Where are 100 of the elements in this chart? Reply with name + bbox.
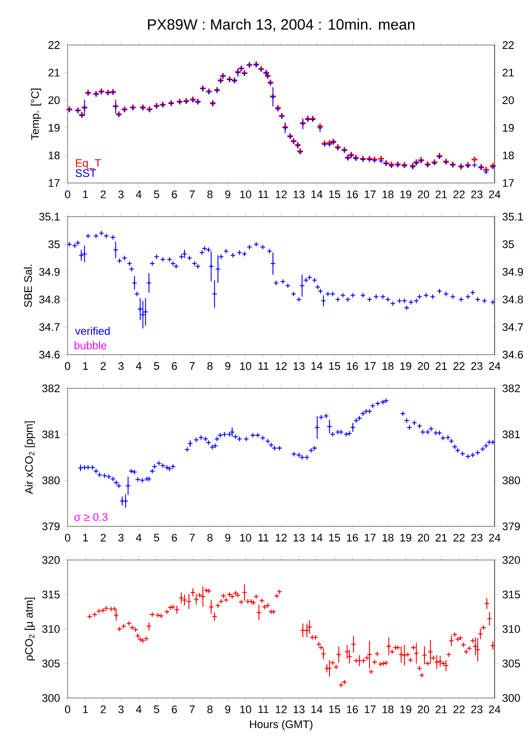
x-tick-label: 16: [347, 534, 358, 542]
x-tick-label: 0: [65, 534, 70, 542]
text: verified: [75, 326, 110, 335]
y2-tick-label: 35: [502, 240, 514, 248]
y2-tick-label: 379: [502, 522, 520, 530]
x-tick-label: 21: [436, 534, 447, 542]
y-tick-label: 315: [42, 590, 60, 598]
y-axis-title: SBE Sal.: [24, 264, 32, 308]
x-tick-label: 5: [154, 190, 160, 198]
x-tick-label: 22: [454, 534, 465, 542]
x-tick-label: 15: [329, 362, 340, 370]
x-tick-label: 23: [471, 706, 483, 714]
x-tick-label: 17: [364, 706, 376, 714]
x-axis-title: Hours (GMT): [250, 720, 313, 730]
y2-tick-label: 19: [503, 124, 514, 132]
y-tick-label: 35.1: [39, 212, 60, 221]
x-tick-label: 8: [208, 362, 213, 370]
chart-title: PX89W : March 13, 2004 : 10min. mean: [148, 18, 415, 32]
x-tick-label: 17: [364, 362, 376, 370]
x-tick-label: 19: [400, 362, 412, 370]
x-tick-label: 6: [172, 534, 178, 542]
x-tick-label: 8: [208, 706, 213, 714]
x-tick-label: 14: [312, 706, 323, 714]
y2-tick-label: 381: [502, 430, 520, 438]
x-tick-label: 6: [172, 362, 178, 370]
x-tick-label: 11: [258, 534, 269, 542]
x-tick-label: 2: [100, 534, 106, 542]
x-tick-label: 8: [208, 190, 213, 198]
x-tick-label: 12: [276, 534, 287, 542]
x-tick-label: 13: [294, 190, 305, 198]
x-tick-label: 2: [100, 362, 106, 370]
x-tick-label: 12: [276, 362, 287, 370]
y-tick-label: 382: [42, 384, 60, 392]
x-tick-label: 13: [294, 534, 305, 542]
y-tick-label: 380: [42, 476, 60, 484]
y-axis-title: ρCO$_{2}$ [μ atm]: [24, 598, 36, 660]
x-tick-label: 4: [136, 534, 142, 542]
y2-tick-label: 315: [502, 590, 520, 598]
x-tick-label: 1: [83, 706, 88, 714]
x-tick-label: 6: [172, 706, 178, 714]
y2-tick-label: 34.8: [502, 296, 524, 304]
y-tick-label: 381: [42, 430, 60, 438]
y2-tick-label: 34.9: [502, 268, 524, 276]
x-tick-label: 10: [240, 706, 252, 714]
x-tick-label: 12: [276, 190, 287, 198]
y-tick-label: 34.6: [39, 350, 60, 359]
y-tick-label: 310: [42, 625, 60, 633]
x-tick-label: 15: [329, 534, 340, 542]
x-tick-label: 2: [100, 706, 106, 714]
x-tick-label: 4: [136, 362, 142, 370]
y2-tick-label: 382: [502, 384, 520, 392]
y-tick-label: 35: [48, 240, 60, 248]
x-tick-label: 3: [118, 362, 124, 370]
x-tick-label: 19: [400, 706, 412, 714]
x-tick-label: 16: [347, 706, 358, 714]
x-tick-label: 7: [190, 362, 195, 370]
y-tick-label: 379: [42, 522, 60, 530]
x-tick-label: 22: [454, 362, 465, 370]
x-tick-label: 12: [276, 706, 287, 714]
y-tick-label: 17: [48, 179, 60, 187]
y2-tick-label: 34.7: [502, 323, 524, 331]
x-tick-label: 21: [436, 706, 447, 714]
x-tick-label: 5: [154, 362, 160, 370]
x-tick-label: 16: [347, 362, 358, 370]
x-tick-label: 11: [258, 706, 269, 714]
x-tick-label: 18: [382, 362, 394, 370]
x-tick-label: 23: [471, 190, 483, 198]
y2-tick-label: 18: [503, 152, 514, 160]
x-tick-label: 8: [208, 534, 213, 542]
x-tick-label: 5: [154, 534, 160, 542]
x-tick-label: 20: [418, 190, 430, 198]
y-tick-label: 34.9: [39, 268, 60, 276]
x-tick-label: 11: [258, 190, 269, 198]
y2-tick-label: 34.6: [502, 350, 524, 359]
y-tick-label: 22: [48, 41, 60, 49]
x-tick-label: 14: [312, 534, 323, 542]
x-tick-label: 10: [240, 190, 252, 198]
x-tick-label: 4: [136, 706, 142, 714]
x-tick-label: 18: [382, 534, 394, 542]
y-axis-title: Temp. [°C]: [31, 88, 42, 140]
x-tick-label: 17: [364, 534, 376, 542]
x-tick-label: 15: [329, 190, 340, 198]
y2-tick-label: 21: [502, 68, 514, 76]
x-tick-label: 23: [471, 534, 483, 542]
y2-tick-label: 380: [502, 476, 520, 484]
x-tick-label: 10: [240, 362, 252, 370]
x-tick-label: 9: [225, 534, 230, 542]
x-tick-label: 3: [118, 190, 124, 198]
y-tick-label: 21: [48, 68, 60, 76]
x-tick-label: 18: [382, 706, 394, 714]
x-tick-label: 14: [312, 362, 323, 370]
x-tick-label: 20: [418, 362, 430, 370]
x-tick-label: 10: [240, 534, 252, 542]
x-tick-label: 11: [258, 362, 269, 370]
y-tick-label: 34.7: [39, 323, 60, 331]
y2-tick-label: 310: [502, 625, 520, 633]
x-tick-label: 21: [436, 190, 447, 198]
x-tick-label: 15: [329, 706, 340, 714]
x-tick-label: 24: [489, 534, 501, 542]
x-tick-label: 19: [400, 534, 412, 542]
